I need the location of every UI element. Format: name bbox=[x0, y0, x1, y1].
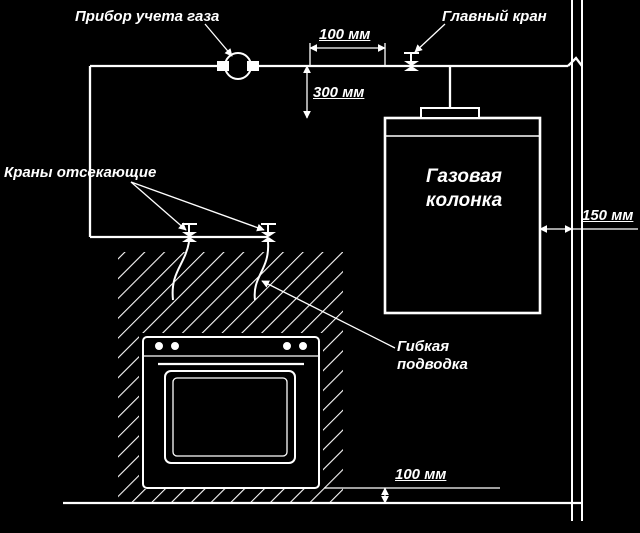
shutoff-valve-2-icon bbox=[261, 224, 276, 242]
main-pipe bbox=[90, 58, 582, 66]
shutoff-label: Краны отсекающие bbox=[4, 164, 156, 181]
flex-hose-label: Гибкая подводка bbox=[397, 338, 468, 374]
shutoff-valve-1-icon bbox=[182, 224, 197, 242]
dim-300: 300 мм bbox=[313, 84, 364, 101]
wall bbox=[572, 0, 582, 521]
main-valve-icon bbox=[404, 53, 419, 71]
main-valve-label: Главный кран bbox=[442, 8, 547, 25]
dim-100-bot: 100 мм bbox=[395, 466, 446, 483]
gas-meter-icon bbox=[218, 53, 258, 79]
dim-100-top: 100 мм bbox=[319, 26, 370, 43]
dim-150: 150 мм bbox=[582, 207, 633, 224]
heater-label: Газовая колонка bbox=[409, 165, 519, 213]
meter-label: Прибор учета газа bbox=[75, 8, 219, 25]
